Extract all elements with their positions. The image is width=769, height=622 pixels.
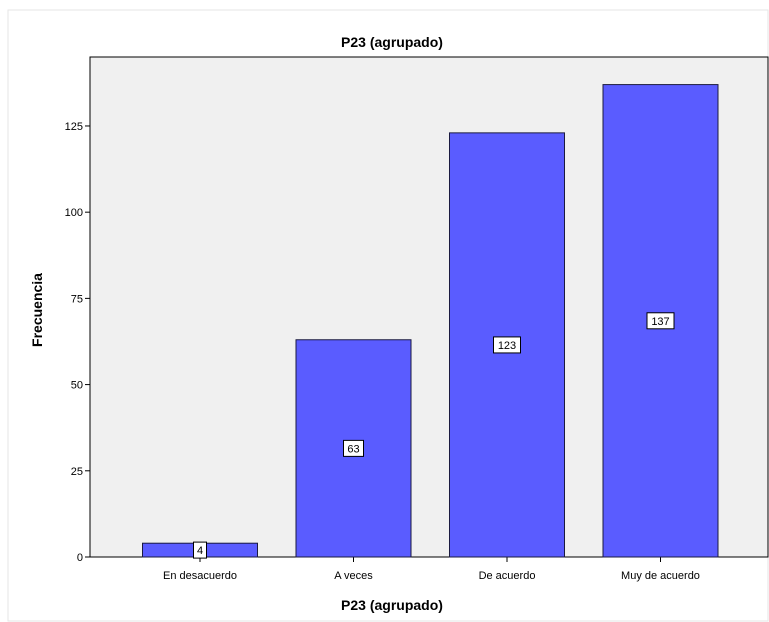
data-label: 63 bbox=[347, 443, 359, 455]
data-label-box bbox=[493, 336, 521, 354]
y-tick-label: 0 bbox=[77, 552, 83, 564]
x-tick-label: De acuerdo bbox=[479, 570, 536, 582]
x-axis: En desacuerdo A veces De acuerdo Muy de acu… bbox=[163, 557, 700, 582]
x-axis-title: P23 (agrupado) bbox=[341, 597, 443, 613]
y-axis: 0 25 50 75 100 125 bbox=[65, 121, 90, 564]
bars bbox=[142, 84, 719, 558]
y-tick-label: 75 bbox=[71, 293, 83, 305]
data-label-box bbox=[646, 312, 675, 330]
data-label: 137 bbox=[651, 316, 669, 328]
chart-title: P23 (agrupado) bbox=[341, 34, 443, 50]
y-tick-label: 25 bbox=[71, 466, 83, 478]
data-label-box bbox=[193, 541, 207, 559]
data-label-box bbox=[343, 439, 364, 457]
y-tick-label: 100 bbox=[65, 207, 83, 219]
data-labels: 4 63 123 137 bbox=[193, 312, 675, 559]
data-label: 123 bbox=[498, 340, 516, 352]
x-tick-label: Muy de acuerdo bbox=[621, 570, 700, 582]
y-tick-label: 125 bbox=[65, 121, 83, 133]
y-axis-title: Frecuencia bbox=[29, 273, 45, 347]
data-label: 4 bbox=[197, 545, 203, 557]
x-tick-label: A veces bbox=[334, 570, 373, 582]
y-tick-label: 50 bbox=[71, 380, 83, 392]
x-tick-label: En desacuerdo bbox=[163, 570, 237, 582]
